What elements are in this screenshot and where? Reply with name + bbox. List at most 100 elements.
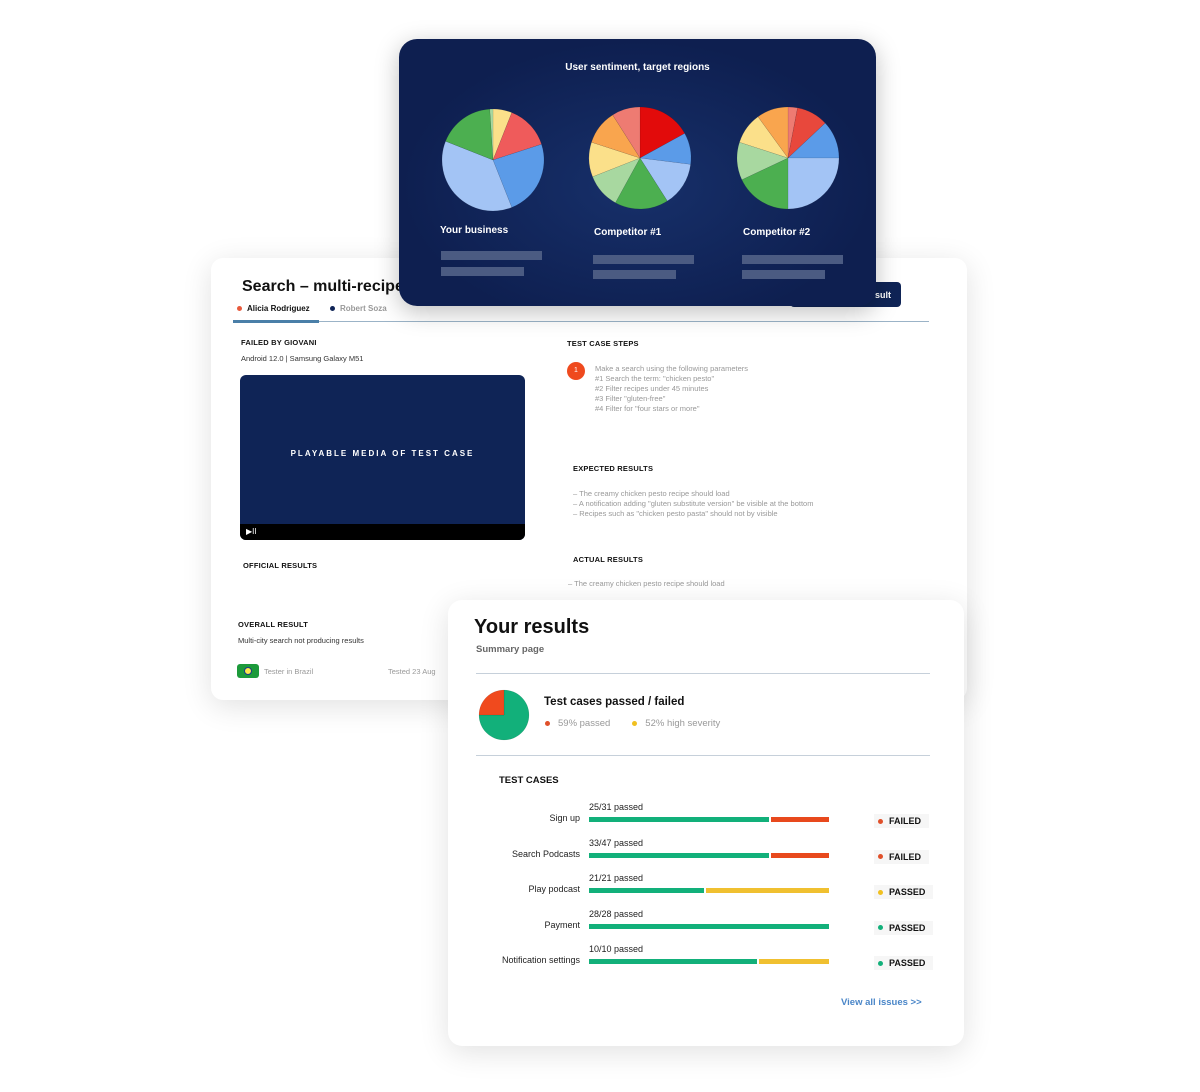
row-name: Notification settings [501,955,580,965]
bar-other-segment [759,959,829,964]
tab-alicia-rodriguez[interactable]: Alicia Rodriguez [237,304,310,313]
results-card: Your results Summary page Test cases pas… [448,600,964,1046]
progress-bar [589,817,829,822]
pie-slice [445,108,494,161]
pie-slice [588,141,641,178]
status-dot-icon [878,889,883,895]
status-label: FAILED [889,851,922,862]
summary-legend: 59% passed 52% high severity [545,718,720,729]
status-label: PASSED [889,922,926,933]
sentiment-pies [441,106,840,212]
test-case-rows: 25/31 passed Sign up FAILED 33/47 passed… [448,600,964,1046]
bar-passed-segment [589,852,769,858]
pie-slice [757,106,789,159]
tester-tabs: Alicia Rodriguez Robert Soza [233,302,929,323]
progress-bar [589,852,829,858]
row-count: 28/28 passed [589,908,644,919]
legend-dot-icon [545,721,550,726]
pie-slice [615,157,668,210]
bar-other-segment [771,852,829,858]
pie-label: Your business [440,225,509,236]
pie-slice [787,107,826,159]
active-tab-indicator [233,320,319,323]
results-title: Your results [474,616,590,638]
pie-competitor-2 [736,106,840,210]
pie-label: Competitor #1 [594,227,662,238]
pie-slice [478,689,530,741]
expected-line: – Recipes such as "chicken pesto pasta" … [573,509,778,518]
pie-slice [639,157,691,202]
status-label: FAILED [889,816,922,826]
expected-line: – The creamy chicken pesto recipe should… [573,489,730,498]
bar-passed-segment [589,959,757,964]
step-line: Make a search using the following parame… [595,364,748,373]
bar-passed-segment [589,888,705,893]
overall-result-heading: OVERALL RESULT [238,620,309,629]
pie-slice [612,106,641,159]
bar-passed-segment [589,923,829,929]
divider [476,755,930,756]
status-badge: PASSED [874,956,934,970]
placeholder-line [593,270,676,279]
actual-line: – The creamy chicken pesto recipe should… [568,579,725,588]
sentiment-title: User sentiment, target regions [565,62,710,73]
pie-slice [739,116,789,159]
pie-slice [492,108,513,161]
view-all-issues-link[interactable]: View all issues >> [841,997,922,1008]
bar-passed-segment [589,817,769,822]
test-case-card: Search – multi-recipe sult Alicia Rodrig… [211,258,967,700]
tab-label: Alicia Rodriguez [247,304,310,313]
tab-dot-icon [237,306,242,311]
step-number-badge: 1 [567,362,585,380]
test-case-title: Search – multi-recipe [242,278,404,295]
step-line: #2 Filter recipes under 45 minutes [595,384,709,393]
play-pause-icon[interactable]: ▶II [240,524,525,540]
pie-slice [489,108,494,161]
pie-slice [492,112,542,161]
row-name: Sign up [549,813,580,823]
official-results-heading: OFFICIAL RESULTS [243,561,318,570]
steps-list: Make a search using the following parame… [595,364,748,414]
progress-bar [589,888,829,893]
placeholder-line [742,270,825,279]
bar-other-segment [771,817,829,822]
status-label: PASSED [889,958,926,968]
status-dot-icon [878,854,883,859]
placeholder-line [742,255,843,264]
sentiment-card: User sentiment, target regions Your busi… [399,39,876,306]
status-badge: FAILED [874,814,930,828]
progress-bar [589,959,829,964]
pie-slice [741,157,789,210]
row-count: 33/47 passed [589,837,644,848]
step-line: #3 Filter "gluten-free" [595,394,666,403]
divider [476,673,930,674]
placeholder-line [593,255,694,264]
step-line: #1 Search the term: "chicken pesto" [595,374,715,383]
bar-other-segment [706,888,829,893]
results-subtitle: Summary page [476,644,545,655]
summary-title: Test cases passed / failed [544,696,685,708]
pie-slice [492,143,545,208]
pie-slice [591,114,641,159]
pie-your-business [441,108,545,212]
expected-heading: EXPECTED RESULTS [573,464,654,473]
pie-slice [787,157,840,210]
pass-fail-pie [478,689,530,741]
tab-robert-soza[interactable]: Robert Soza [330,304,387,313]
tester-location: Tester in Brazil [264,667,314,676]
legend-severity: 52% high severity [632,718,720,729]
media-label: PLAYABLE MEDIA OF TEST CASE [290,449,475,458]
row-name: Play podcast [528,884,580,894]
media-player[interactable]: PLAYABLE MEDIA OF TEST CASE ▶II [240,375,525,540]
expected-line: – A notification adding "gluten substitu… [573,499,814,508]
pie-slice [787,122,840,159]
tested-date: Tested 23 Aug [388,667,436,676]
overall-result-text: Multi-city search not producing results [238,636,364,645]
pie-slice [736,141,789,181]
pie-slice [478,689,505,716]
brazil-flag-icon [237,664,259,678]
pie-slice [639,133,692,165]
pie-label: Competitor #2 [743,227,811,238]
pie-slice [787,106,798,159]
test-cases-heading: TEST CASES [499,775,559,786]
